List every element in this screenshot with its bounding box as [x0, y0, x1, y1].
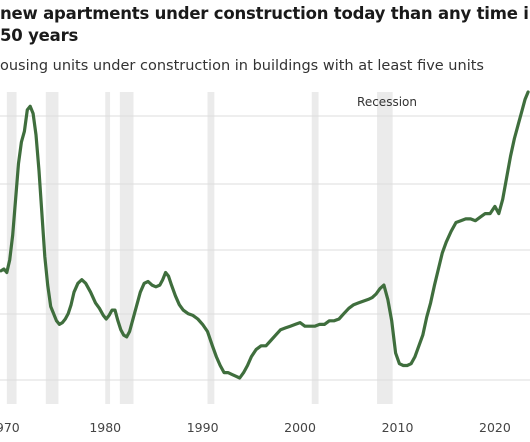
recession-annotation: Recession [357, 95, 417, 109]
recession-band-2 [45, 92, 59, 404]
recession-bands [6, 92, 393, 404]
series-line [0, 90, 530, 380]
recession-band-4 [119, 92, 134, 404]
x-tick-label: 2000 [284, 420, 316, 435]
x-tick-label: 2010 [382, 420, 414, 435]
recession-band-5 [207, 92, 215, 404]
chart-subtitle: ousing units under construction in build… [0, 58, 484, 74]
chart-title: new apartments under construction today … [0, 3, 530, 47]
x-tick-label: 1980 [89, 420, 121, 435]
series-line-1 [0, 90, 530, 380]
chart-title-line-2: 50 years [0, 26, 79, 45]
chart-title-line-1: new apartments under construction today … [0, 4, 530, 23]
gridlines [0, 115, 530, 381]
recession-band-7 [377, 92, 393, 404]
x-tick-label: 970 [0, 420, 20, 435]
x-axis-tick-labels: 970 1980 1990 2000 2010 2020 [0, 420, 511, 435]
x-tick-label: 1990 [187, 420, 219, 435]
recession-band-3 [105, 92, 111, 404]
recession-band-6 [311, 92, 319, 404]
x-tick-label: 2020 [479, 420, 511, 435]
